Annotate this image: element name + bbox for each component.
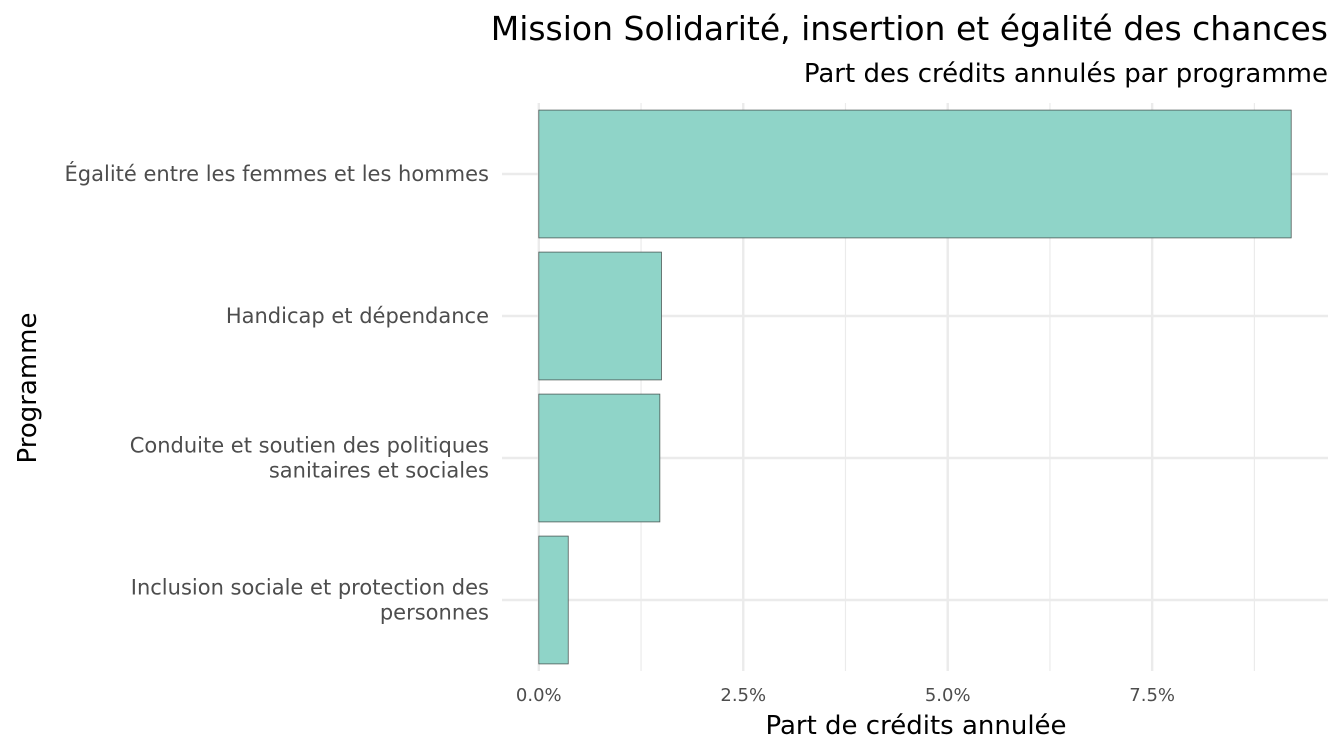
- category-label: Conduite et soutien des politiques sanita…: [130, 434, 489, 483]
- x-tick-label: 7.5%: [1129, 685, 1175, 706]
- bar: [538, 251, 662, 381]
- bar: [538, 535, 569, 665]
- y-axis-title: Programme: [13, 312, 43, 463]
- category-label: Handicap et dépendance: [226, 304, 489, 328]
- chart-subtitle: Part des crédits annulés par programme: [804, 59, 1328, 89]
- x-tick-label: 2.5%: [720, 685, 766, 706]
- bars: [538, 109, 1292, 665]
- bar: [538, 393, 661, 523]
- x-tick-label: 0.0%: [516, 685, 562, 706]
- category-label-line: Égalité entre les femmes et les hommes: [65, 161, 489, 186]
- category-label-line: Conduite et soutien des politiques: [130, 434, 489, 458]
- bar: [538, 109, 1292, 239]
- chart-title: Mission Solidarité, insertion et égalité…: [491, 9, 1328, 48]
- x-axis-title: Part de crédits annulée: [765, 711, 1066, 741]
- category-label-line: Inclusion sociale et protection des: [131, 576, 489, 600]
- x-tick-labels: 0.0% 2.5% 5.0% 7.5%: [516, 685, 1175, 706]
- category-labels: Égalité entre les femmes et les hommes Ha…: [65, 161, 489, 625]
- category-label-line: personnes: [380, 601, 489, 625]
- category-label: Égalité entre les femmes et les hommes: [65, 161, 489, 186]
- category-label-line: Handicap et dépendance: [226, 304, 489, 328]
- category-label: Inclusion sociale et protection des perso…: [131, 576, 489, 625]
- x-tick-label: 5.0%: [925, 685, 971, 706]
- category-label-line: sanitaires et sociales: [269, 459, 489, 483]
